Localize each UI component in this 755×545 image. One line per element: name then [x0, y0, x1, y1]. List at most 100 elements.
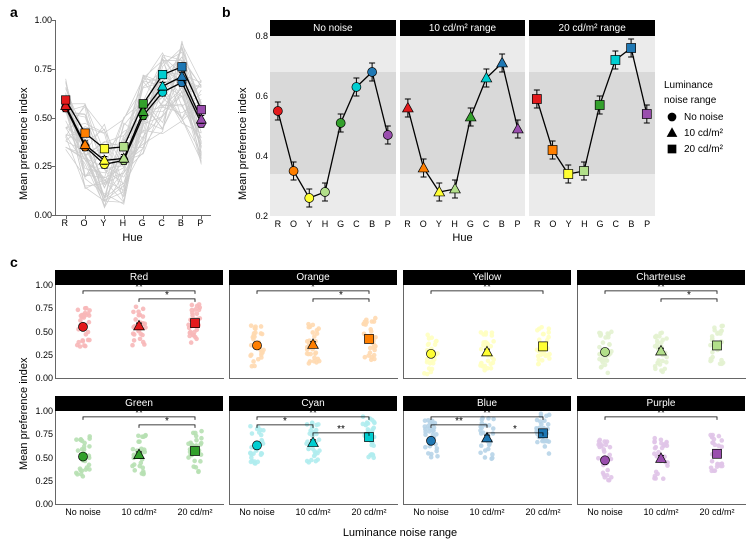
panel-b-container: No noiseROYHGCBP0.20.40.60.810 cd/m² ran…	[270, 20, 655, 235]
facet-strip-b: 20 cd/m² range	[529, 20, 655, 36]
ytick-a: 1.00	[28, 15, 52, 25]
xtick-b: P	[644, 219, 650, 229]
xtick-a: B	[178, 218, 184, 228]
xtick-b: O	[290, 219, 297, 229]
xtick-a: H	[120, 218, 127, 228]
xtick-a: G	[139, 218, 146, 228]
xtick-a: R	[61, 218, 68, 228]
ytick-b: 0.2	[248, 211, 268, 221]
legend: Luminance noise range No noise 10 cd/m² 20…	[664, 80, 723, 158]
xtick-b: B	[499, 219, 505, 229]
svg-text:**: **	[135, 408, 143, 419]
axis-title-x-a: Hue	[55, 232, 210, 244]
axis-title-x-b: Hue	[270, 232, 655, 244]
panel-a-plot	[55, 20, 211, 216]
svg-text:**: **	[483, 408, 491, 419]
panel-c-container: Red***0.000.250.500.751.00Orange**Yellow…	[55, 270, 745, 515]
ytick-b: 0.4	[248, 151, 268, 161]
xtick-b: O	[420, 219, 427, 229]
ytick-c: 0.50	[29, 327, 53, 337]
xtick-b: P	[514, 219, 520, 229]
legend-label: 20 cd/m²	[684, 144, 723, 155]
xtick-c: 20 cd/m²	[177, 507, 212, 517]
xtick-c: 10 cd/m²	[295, 507, 330, 517]
xtick-b: Y	[306, 219, 312, 229]
xtick-a: C	[158, 218, 165, 228]
ytick-c: 0.25	[29, 350, 53, 360]
xtick-c: No noise	[239, 507, 275, 517]
xtick-b: G	[337, 219, 344, 229]
facet-strip-b: 10 cd/m² range	[400, 20, 526, 36]
svg-text:*: *	[513, 424, 517, 435]
ytick-a: 0.00	[28, 210, 52, 220]
xtick-b: H	[451, 219, 458, 229]
xtick-b: H	[581, 219, 588, 229]
legend-label: No noise	[684, 112, 723, 123]
ytick-c: 0.00	[29, 499, 53, 509]
xtick-b: C	[353, 219, 360, 229]
legend-item: No noise	[664, 110, 723, 124]
ytick-c: 0.75	[29, 303, 53, 313]
svg-text:*: *	[165, 290, 169, 301]
xtick-a: Y	[100, 218, 106, 228]
ytick-a: 0.50	[28, 113, 52, 123]
xtick-b: P	[385, 219, 391, 229]
ytick-c: 0.00	[29, 373, 53, 383]
xtick-a: P	[197, 218, 203, 228]
legend-item: 20 cd/m²	[664, 142, 723, 156]
axis-title-y-b: Mean preference index	[237, 87, 249, 200]
ytick-b: 0.6	[248, 91, 268, 101]
legend-item: 10 cd/m²	[664, 126, 723, 140]
svg-text:*: *	[687, 290, 691, 301]
ytick-c: 0.25	[29, 476, 53, 486]
ytick-a: 0.25	[28, 161, 52, 171]
ytick-c: 0.75	[29, 429, 53, 439]
ytick-a: 0.75	[28, 64, 52, 74]
xtick-b: G	[467, 219, 474, 229]
legend-label: 10 cd/m²	[684, 128, 723, 139]
ytick-b: 0.8	[248, 31, 268, 41]
xtick-b: Y	[436, 219, 442, 229]
legend-title-1: Luminance	[664, 80, 723, 91]
ytick-c: 0.50	[29, 453, 53, 463]
svg-text:**: **	[337, 424, 345, 435]
axis-title-y-a: Mean preference index	[18, 87, 30, 200]
figure-root: a b c Mean preference index 0.00 0.25 0.50…	[0, 0, 755, 545]
xtick-c: 20 cd/m²	[525, 507, 560, 517]
panel-label-c: c	[10, 254, 18, 270]
svg-text:**: **	[483, 282, 491, 293]
xtick-b: Y	[566, 219, 572, 229]
svg-text:**: **	[309, 408, 317, 419]
svg-text:**: **	[135, 282, 143, 293]
svg-text:**: **	[657, 408, 665, 419]
legend-title-2: noise range	[664, 95, 723, 106]
xtick-c: 10 cd/m²	[121, 507, 156, 517]
panel-label-b: b	[222, 4, 231, 20]
xtick-b: B	[369, 219, 375, 229]
xtick-c: No noise	[413, 507, 449, 517]
xtick-c: No noise	[65, 507, 101, 517]
panel-label-a: a	[10, 4, 18, 20]
svg-text:*: *	[311, 282, 315, 293]
axis-title-x-c: Luminance noise range	[55, 527, 745, 539]
ytick-c: 1.00	[29, 280, 53, 290]
svg-text:*: *	[165, 416, 169, 427]
xtick-c: 20 cd/m²	[351, 507, 386, 517]
xtick-b: O	[549, 219, 556, 229]
xtick-b: R	[534, 219, 541, 229]
xtick-b: H	[322, 219, 329, 229]
ytick-c: 1.00	[29, 406, 53, 416]
xtick-c: 20 cd/m²	[699, 507, 734, 517]
xtick-b: R	[275, 219, 282, 229]
xtick-b: R	[404, 219, 411, 229]
xtick-c: 10 cd/m²	[469, 507, 504, 517]
facet-strip-b: No noise	[270, 20, 396, 36]
svg-text:*: *	[339, 290, 343, 301]
xtick-c: No noise	[587, 507, 623, 517]
xtick-b: B	[628, 219, 634, 229]
xtick-b: G	[597, 219, 604, 229]
xtick-b: C	[483, 219, 490, 229]
svg-text:*: *	[283, 416, 287, 427]
xtick-b: C	[612, 219, 619, 229]
xtick-c: 10 cd/m²	[643, 507, 678, 517]
